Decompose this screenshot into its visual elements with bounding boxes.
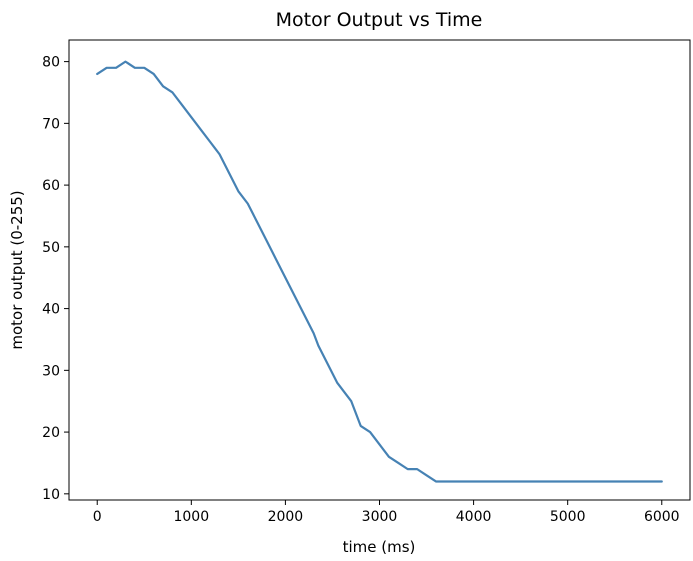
series-layer (96, 60, 663, 483)
x-axis-ticks: 0 1000 2000 3000 4000 5000 6000 (93, 500, 680, 525)
x-tick-label: 4000 (456, 509, 492, 525)
y-tick-label: 60 (42, 178, 60, 194)
y-tick-label: 20 (42, 425, 60, 441)
plot-frame (68, 39, 691, 501)
y-tick-label: 80 (42, 55, 60, 71)
x-tick-label: 5000 (550, 509, 586, 525)
x-tick-label: 1000 (173, 509, 209, 525)
chart-title: Motor Output vs Time (276, 9, 483, 31)
series-line (96, 60, 663, 483)
x-tick-label: 2000 (268, 509, 304, 525)
y-tick-label: 30 (42, 363, 60, 379)
y-axis-ticks: 10 20 30 40 50 60 70 80 (42, 55, 69, 503)
y-tick-label: 10 (42, 487, 60, 503)
y-axis-label: motor output (0-255) (8, 190, 26, 349)
x-tick-label: 3000 (362, 509, 398, 525)
y-tick-label: 40 (42, 302, 60, 318)
x-tick-label: 6000 (644, 509, 680, 525)
x-tick-label: 0 (93, 509, 102, 525)
x-axis-label: time (ms) (343, 538, 416, 556)
y-tick-label: 50 (42, 240, 60, 256)
y-tick-label: 70 (42, 116, 60, 132)
